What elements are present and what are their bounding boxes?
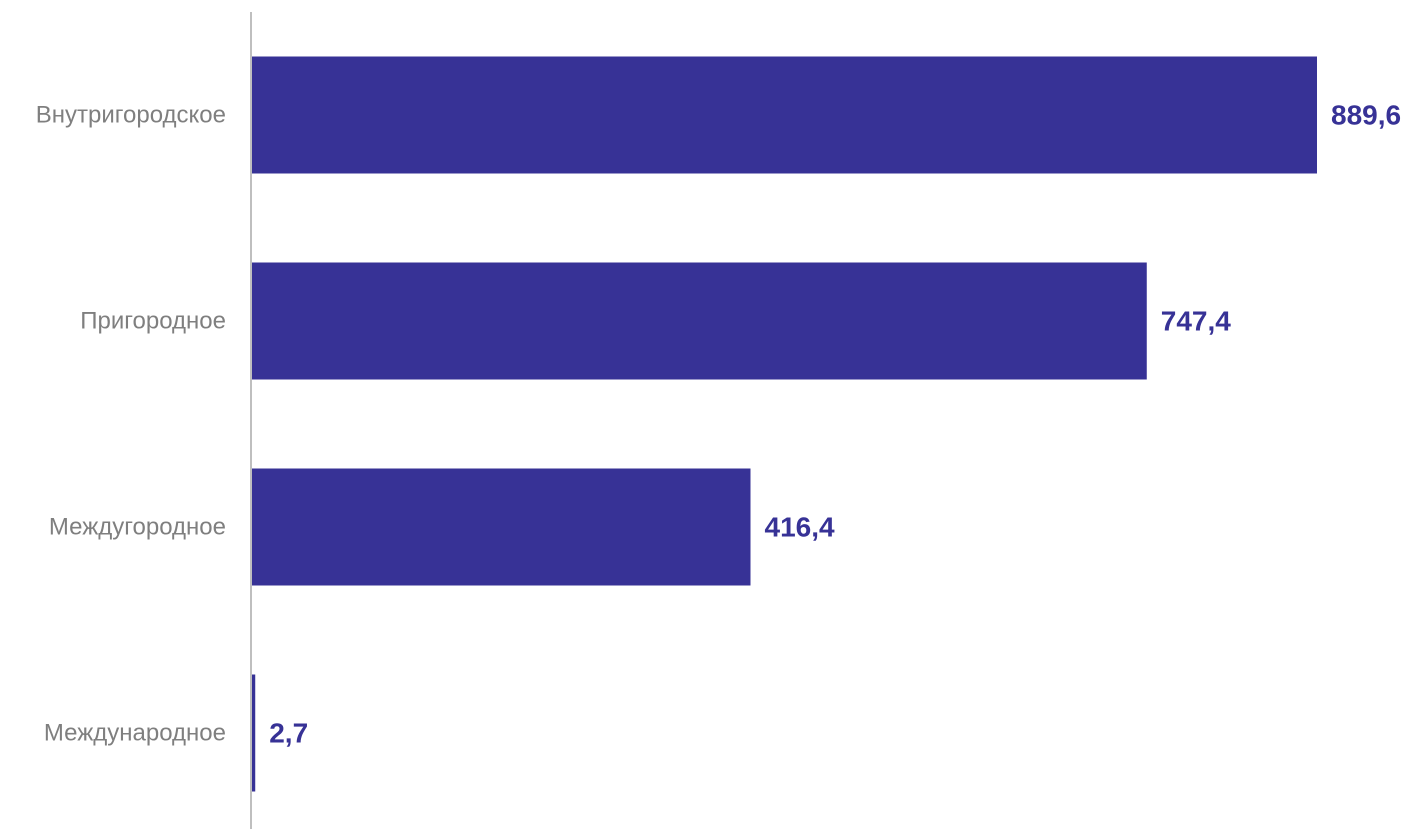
bar-3 — [252, 468, 751, 586]
value-label-3: 416,4 — [765, 512, 835, 543]
bar-1 — [252, 56, 1317, 174]
category-labels: Внутригородское Пригородное Междугородное М… — [36, 102, 226, 747]
bars-group — [252, 56, 1317, 792]
category-label-2: Пригородное — [80, 308, 226, 335]
value-labels: 889,6 747,4 416,4 2,7 — [269, 100, 1401, 749]
value-label-2: 747,4 — [1161, 306, 1231, 337]
value-label-1: 889,6 — [1331, 100, 1401, 131]
bar-4 — [252, 674, 256, 792]
category-label-3: Междугородное — [49, 514, 226, 541]
bar-2 — [252, 262, 1147, 380]
category-label-1: Внутригородское — [36, 102, 226, 129]
category-label-4: Международное — [44, 720, 226, 747]
value-label-4: 2,7 — [269, 718, 308, 749]
